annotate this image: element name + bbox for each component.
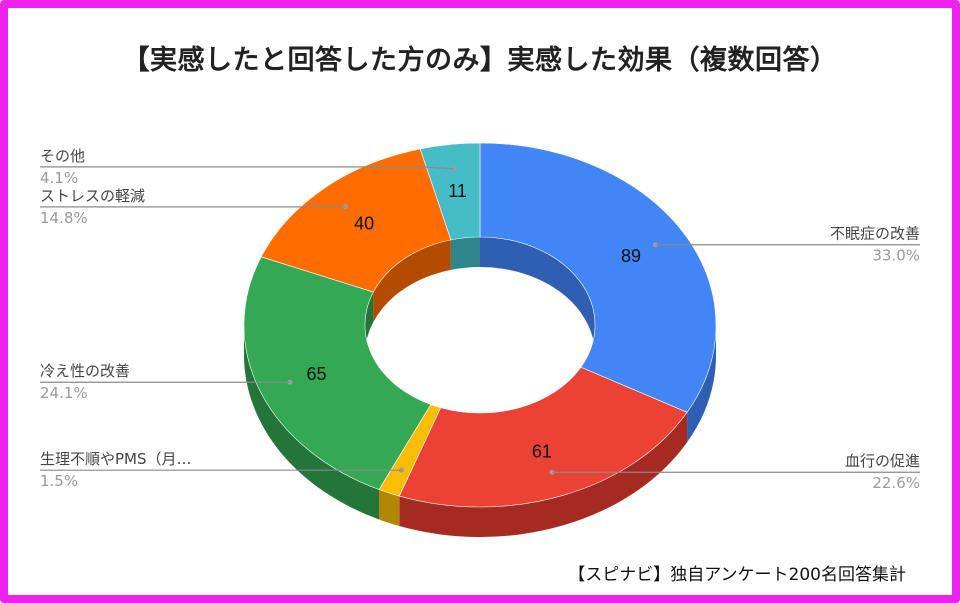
slice-side-3 [244,325,380,520]
callout-name-3: 冷え性の改善 [40,362,130,380]
slice-3 [243,256,432,490]
slice-inner-0 [480,237,595,355]
callout-percent-1: 22.6% [872,474,920,492]
value-label-4: 40 [354,214,374,234]
callout-name-1: 血行の促進 [845,452,920,470]
callout-percent-0: 33.0% [872,247,920,265]
value-label-5: 11 [448,181,467,201]
slice-0 [479,142,717,413]
slice-4 [260,148,452,293]
donut-sides [244,325,716,538]
callouts: 不眠症の改善 33.0% 血行の促進 22.6% 生理不順やPMS（月… 1.5% 冷え性の… [40,147,920,492]
callout-percent-4: 14.8% [40,209,88,227]
chart-title: 【実感したと回答した方のみ】実感した効果（複数回答） [122,45,838,76]
slice-side-2 [379,489,400,527]
callout-line-5 [40,166,454,170]
donut-top [243,142,717,508]
value-label-0: 89 [621,246,641,266]
source-note: 【スピナビ】独自アンケート200名回答集計 [568,565,906,585]
callout-name-5: その他 [40,147,85,165]
callout-percent-2: 1.5% [40,472,78,490]
callout-name-4: ストレスの軽減 [40,187,145,205]
callout-name-0: 不眠症の改善 [830,225,920,243]
callout-percent-3: 24.1% [40,384,88,402]
callout-name-2: 生理不順やPMS（月… [40,450,192,468]
callout-percent-5: 4.1% [40,169,78,187]
slice-inner-5 [450,237,480,270]
value-label-1: 61 [532,441,552,461]
slice-side-0 [687,325,716,443]
value-label-3: 65 [307,364,327,384]
slice-inner-3 [365,292,374,355]
slice-side-1 [399,412,688,538]
slice-inner-4 [373,239,451,323]
donut-inner-walls [365,237,595,355]
